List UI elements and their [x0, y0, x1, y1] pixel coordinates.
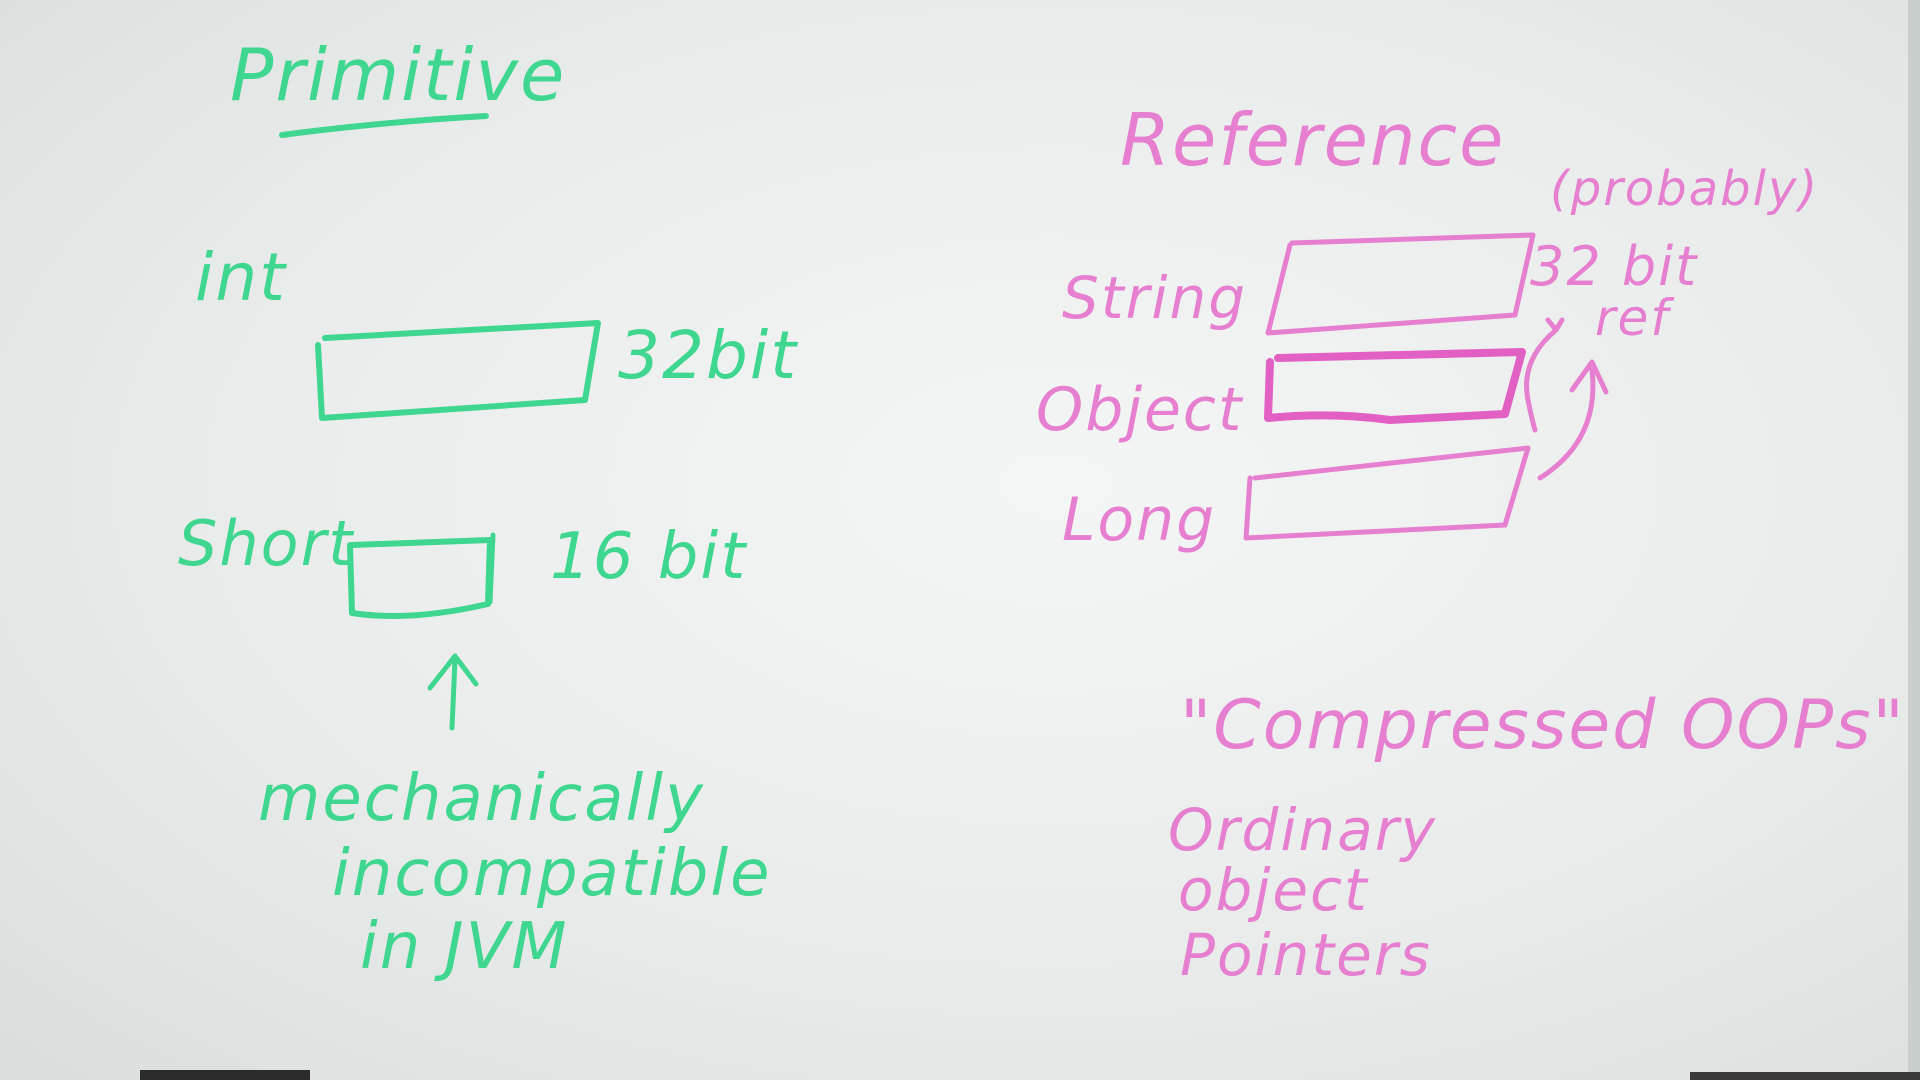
short-box-extension [487, 532, 496, 605]
long-box [1243, 445, 1531, 541]
ref-size-line-1: 32 bit [1530, 235, 1698, 298]
int-box [315, 320, 601, 421]
oops-expansion-1: Ordinary [1168, 796, 1437, 864]
reference-heading: Reference [1120, 98, 1505, 182]
reference-section: Reference (probably) String Object Long … [1036, 98, 1906, 989]
string-box [1265, 232, 1536, 336]
object-box [1264, 348, 1526, 424]
primitive-section: Primitive int 32bit Short 16 bit mechani… [178, 33, 798, 984]
curved-arrow-icon [1537, 359, 1609, 481]
note-line-2: incompatible [332, 837, 772, 911]
int-size: 32bit [618, 317, 798, 394]
note-line-3: in JVM [360, 910, 569, 984]
short-box [347, 537, 493, 619]
oops-quote: "Compressed OOPs" [1180, 686, 1906, 765]
up-arrow-icon [427, 653, 479, 731]
note-line-1: mechanically [258, 762, 705, 836]
board-tray-right [1690, 1072, 1920, 1080]
probably-note: (probably) [1550, 161, 1819, 217]
short-label: Short [178, 507, 355, 580]
row-label-string: String [1062, 264, 1247, 332]
board-right-edge [1908, 0, 1920, 1080]
primitive-heading-underline [279, 113, 489, 138]
row-label-object: Object [1036, 375, 1244, 445]
board-tray-left [140, 1070, 310, 1080]
brace-icon [1524, 317, 1565, 433]
oops-expansion-2: object [1178, 856, 1369, 924]
short-size: 16 bit [550, 520, 748, 594]
int-label: int [195, 239, 287, 316]
row-label-long: Long [1062, 485, 1216, 555]
primitive-heading: Primitive [230, 33, 566, 117]
ref-size-line-2: ref [1595, 289, 1674, 347]
oops-expansion-3: Pointers [1180, 921, 1432, 989]
